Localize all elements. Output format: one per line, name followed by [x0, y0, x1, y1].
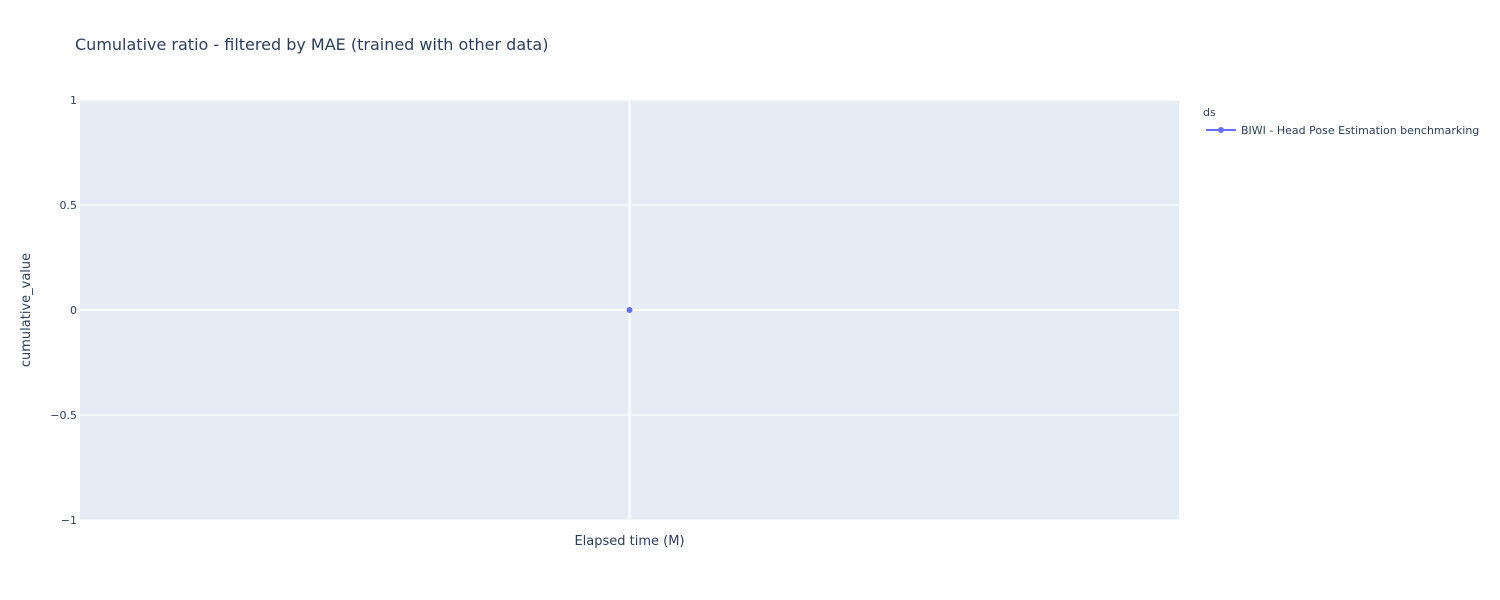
y-tick-label: 0 — [70, 304, 77, 317]
chart-title: Cumulative ratio - filtered by MAE (trai… — [75, 35, 548, 54]
y-axis-title: cumulative_value — [19, 253, 34, 367]
y-tick-label: −1 — [61, 514, 77, 527]
legend-item[interactable]: BIWI - Head Pose Estimation benchmarking — [1206, 124, 1479, 137]
legend-title: ds — [1203, 106, 1216, 119]
legend-marker-swatch — [1218, 127, 1224, 133]
y-axis-ticks: 1 0.5 0 −0.5 −1 — [50, 94, 77, 527]
x-axis-title: Elapsed time (M) — [574, 534, 684, 549]
y-tick-label: −0.5 — [50, 409, 77, 422]
y-tick-label: 1 — [70, 94, 77, 107]
legend[interactable]: ds BIWI - Head Pose Estimation benchmark… — [1203, 106, 1479, 137]
data-point[interactable] — [626, 307, 633, 313]
data-points — [626, 307, 633, 313]
legend-item-label: BIWI - Head Pose Estimation benchmarking — [1241, 124, 1479, 137]
y-tick-label: 0.5 — [60, 199, 78, 212]
